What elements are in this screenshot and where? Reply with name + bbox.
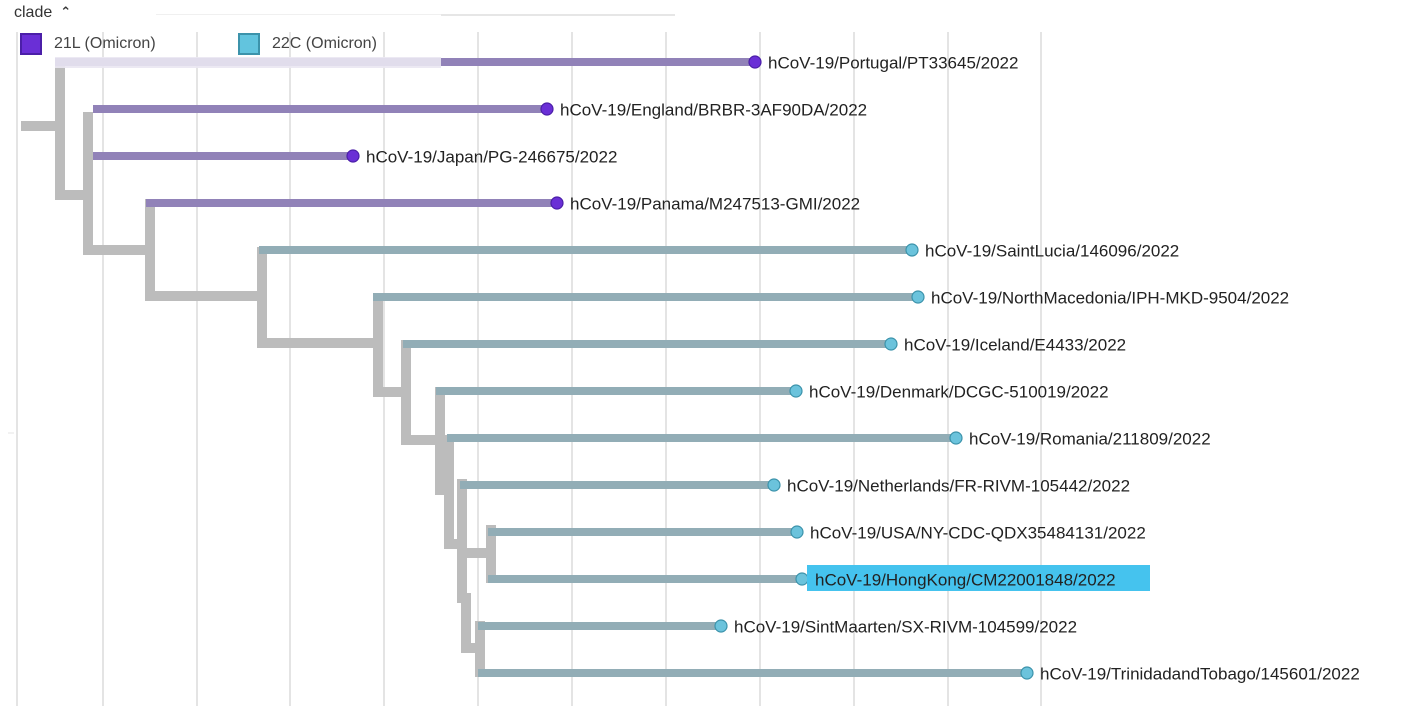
header-divider [156,14,441,15]
tip-node[interactable] [795,572,809,586]
legend-swatch-22C [238,33,260,55]
clade-legend: clade ⌃ 21L (Omicron) 22C (Omicron) [0,0,680,68]
tip-node[interactable] [346,149,360,163]
tip-node[interactable] [884,337,898,351]
tip-label[interactable]: hCoV-19/TrinidadandTobago/145601/2022 [1040,664,1360,683]
tip-label[interactable]: hCoV-19/HongKong/CM22001848/2022 [815,570,1116,589]
tip-labels: hCoV-19/Portugal/PT33645/2022 hCoV-19/Eng… [366,53,1360,683]
legend-toggle[interactable]: clade ⌃ [14,4,71,22]
legend-swatch-21L [20,33,42,55]
tip-label[interactable]: hCoV-19/England/BRBR-3AF90DA/2022 [560,100,867,119]
legend-item-21L[interactable]: 21L (Omicron) [20,33,156,55]
tip-label[interactable]: hCoV-19/SintMaarten/SX-RIVM-104599/2022 [734,617,1077,636]
tip-node[interactable] [790,525,804,539]
legend-label-22C: 22C (Omicron) [272,35,377,52]
chevron-up-icon[interactable]: ⌃ [60,4,72,19]
tip-node[interactable] [949,431,963,445]
legend-label-21L: 21L (Omicron) [54,35,156,52]
header-divider [441,14,675,16]
tip-label[interactable]: hCoV-19/SaintLucia/146096/2022 [925,241,1179,260]
tip-node[interactable] [540,102,554,116]
tip-node[interactable] [1020,666,1034,680]
tip-label[interactable]: hCoV-19/Panama/M247513-GMI/2022 [570,194,860,213]
tip-node[interactable] [714,619,728,633]
legend-item-22C[interactable]: 22C (Omicron) [238,33,377,55]
tip-label[interactable]: hCoV-19/Denmark/DCGC-510019/2022 [809,382,1109,401]
tip-label[interactable]: hCoV-19/Portugal/PT33645/2022 [768,53,1018,72]
tip-node[interactable] [748,55,762,69]
tip-node[interactable] [905,243,919,257]
tip-node[interactable] [767,478,781,492]
tip-label[interactable]: hCoV-19/Romania/211809/2022 [969,429,1211,448]
tip-node[interactable] [789,384,803,398]
tip-label[interactable]: hCoV-19/USA/NY-CDC-QDX35484131/2022 [810,523,1146,542]
legend-backdrop [55,57,441,68]
tip-node[interactable] [550,196,564,210]
tree-grid [8,32,1042,706]
tip-label[interactable]: hCoV-19/Iceland/E4433/2022 [904,335,1126,354]
tip-label[interactable]: hCoV-19/Japan/PG-246675/2022 [366,147,617,166]
internal-branches [21,65,496,677]
selected-tip-highlight [807,565,1150,591]
tip-label[interactable]: hCoV-19/NorthMacedonia/IPH-MKD-9504/2022 [931,288,1289,307]
tip-label[interactable]: hCoV-19/Netherlands/FR-RIVM-105442/2022 [787,476,1130,495]
legend-title: clade [14,4,53,21]
tip-node[interactable] [911,290,925,304]
